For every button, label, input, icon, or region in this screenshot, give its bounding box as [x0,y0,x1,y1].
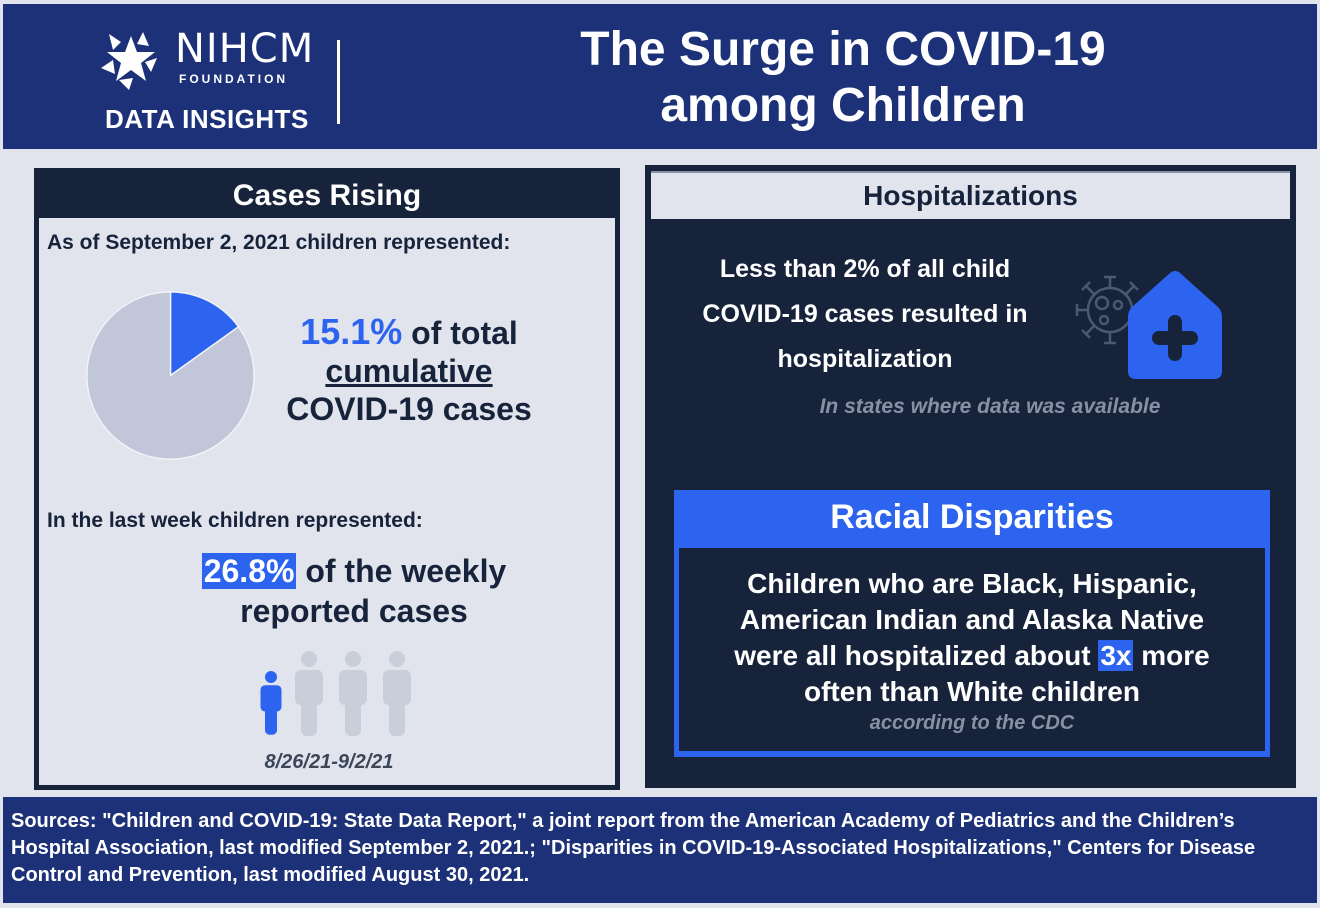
logo-name: NIHCM [175,26,315,72]
racial-disparities-note: according to the CDC [869,712,1075,734]
racial-line-2: American Indian and Alaska Native [739,604,1205,635]
date-range: 8/26/21-9/2/21 [264,751,394,773]
cumulative-percent: 15.1% [300,311,403,352]
racial-multiplier: 3x [1098,640,1134,671]
hosp-line-1: Less than 2% of all child [719,255,1011,283]
title-line-2: among Children [660,79,1026,132]
racial-disparities-stat: Children who are Black, Hispanic, Americ… [679,566,1265,710]
pie-slice-children [169,291,240,377]
weekly-intro: In the last week children represented: [47,509,423,532]
nihcm-star-logo-icon [101,32,157,90]
cumulative-text-2: cumulative [325,353,493,389]
weekly-stat: 26.8% of the weekly reported cases [189,551,519,631]
hospital-virus-icon [1075,271,1222,379]
right-panel: Hospitalizations Less than 2% of all chi… [645,165,1296,788]
logo-subtitle: FOUNDATION [179,72,289,86]
cases-rising-heading: Cases Rising [39,173,615,218]
person-icon [339,651,367,736]
racial-disparities-heading: Racial Disparities [830,498,1114,536]
weekly-text-2: reported cases [240,593,468,629]
hospitalization-stat: Less than 2% of all child COVID-19 cases… [665,247,1065,382]
person-icon [295,651,323,736]
hospitalizations-heading: Hospitalizations [651,171,1290,219]
racial-line-3: were all hospitalized about 3x more [679,638,1265,674]
sources-footer: Sources: "Children and COVID-19: State D… [3,797,1317,903]
hosp-line-3: hospitalization [777,345,953,373]
racial-line-4: often than White children [804,676,1140,707]
cumulative-stat: 15.1% of total cumulative COVID-19 cases [279,313,539,428]
racial-line-3-pre: were all hospitalized about [734,640,1099,671]
hospital-house-icon [1128,271,1222,379]
section-label: DATA INSIGHTS [105,104,309,134]
hosp-line-2: COVID-19 cases resulted in [702,300,1028,328]
racial-disparities-body: Children who are Black, Hispanic, Americ… [679,548,1265,751]
people-icons [260,651,411,736]
cumulative-pie-chart [86,291,255,460]
pie-slice-others [86,291,255,460]
page-title: The Surge in COVID-19 among Children [473,22,1213,134]
cumulative-intro: As of September 2, 2021 children represe… [47,231,511,254]
weekly-text-1: of the weekly [296,553,507,589]
person-icon-highlighted [260,671,282,735]
cumulative-text-3: COVID-19 cases [286,391,532,427]
person-icon [383,651,411,736]
racial-disparities-box: Racial Disparities Children who are Blac… [674,490,1270,757]
cases-rising-panel: Cases Rising As of September 2, 2021 chi… [34,168,620,790]
racial-line-3-post: more [1133,640,1210,671]
title-line-1: The Surge in COVID-19 [580,23,1106,76]
cumulative-text-1: of total [402,315,518,351]
hospitalization-note: In states where data was available [819,395,1161,418]
logo: NIHCM FOUNDATION DATA INSIGHTS [99,26,324,136]
virus-icon [1075,275,1139,345]
header-banner: NIHCM FOUNDATION DATA INSIGHTS The Surge… [3,4,1317,149]
header-divider [337,40,340,124]
racial-line-1: Children who are Black, Hispanic, [747,568,1197,599]
weekly-percent: 26.8% [201,553,297,589]
